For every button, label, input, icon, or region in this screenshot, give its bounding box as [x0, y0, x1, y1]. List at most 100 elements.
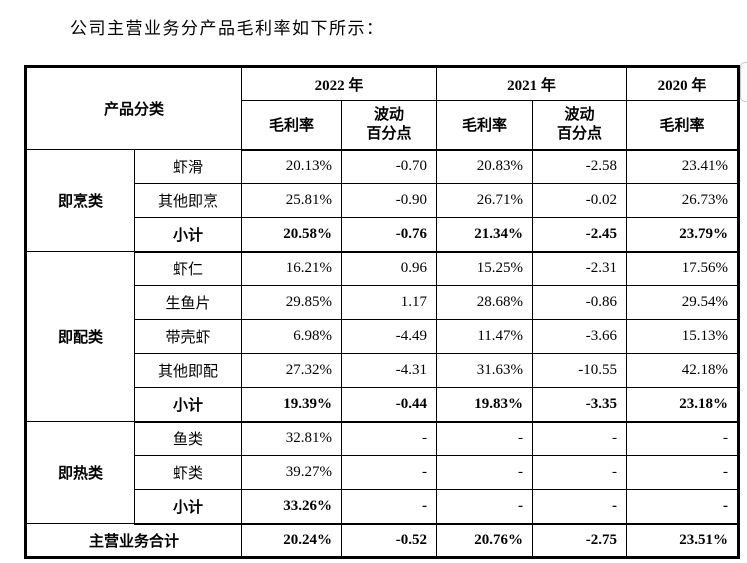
- gm2021-cell: 21.34%: [436, 217, 534, 253]
- fl2022-cell: 0.96: [341, 251, 438, 286]
- header-fluctuation-2022: 波动 百分点: [341, 100, 438, 151]
- fl2021-cell: -: [532, 421, 628, 456]
- gm2020-cell: 26.73%: [626, 183, 740, 218]
- gm2022-cell: 20.24%: [241, 523, 343, 558]
- gm2020-cell: 23.79%: [626, 217, 740, 253]
- subtotal-label: 小计: [133, 387, 243, 423]
- page-title: 公司主营业务分产品毛利率如下所示：: [70, 19, 385, 38]
- product-cell: 其他即配: [133, 353, 243, 388]
- header-gross-margin-2020: 毛利率: [626, 100, 740, 151]
- gm2020-cell: -: [626, 489, 740, 525]
- gm2020-cell: 23.51%: [626, 523, 740, 558]
- header-row-metrics: 毛利率 波动 百分点 毛利率 波动 百分点 毛利率: [26, 100, 740, 151]
- header-row-years: 产品分类 2022 年 2021 年 2020 年: [24, 66, 740, 150]
- gm2022-cell: 16.21%: [241, 251, 343, 286]
- edge-widget: [740, 62, 747, 102]
- product-cell: 带壳虾: [133, 319, 243, 354]
- fl2022-cell: -0.70: [341, 149, 438, 184]
- gm2022-cell: 25.81%: [241, 183, 343, 218]
- fluctuation-label-line2: 百分点: [366, 125, 412, 142]
- product-cell: 其他即烹: [133, 183, 243, 218]
- gm2020-cell: 15.13%: [626, 319, 740, 354]
- gm2021-cell: -: [436, 455, 534, 490]
- fl2022-cell: -0.76: [341, 217, 438, 253]
- category-cell: 即配类: [25, 251, 135, 422]
- gm2022-cell: 32.81%: [241, 421, 343, 456]
- fl2022-cell: -4.31: [341, 353, 438, 388]
- product-cell: 生鱼片: [133, 285, 243, 320]
- header-year-2022: 2022 年: [241, 66, 438, 101]
- gm2022-cell: 6.98%: [241, 319, 343, 354]
- fl2021-cell: -2.58: [532, 149, 628, 184]
- gm2022-cell: 27.32%: [241, 353, 343, 388]
- category-cell: 即烹类: [25, 149, 135, 252]
- fl2021-cell: -2.75: [532, 523, 628, 558]
- header-year-2020: 2020 年: [626, 66, 740, 101]
- gm2022-cell: 19.39%: [241, 387, 343, 423]
- gm2021-cell: 31.63%: [436, 353, 534, 388]
- gm2021-cell: -: [436, 489, 534, 525]
- fluctuation-label-line2: 百分点: [557, 125, 603, 142]
- fl2021-cell: -: [532, 455, 628, 490]
- fl2022-cell: -0.44: [341, 387, 438, 423]
- table-row: 其他即配 27.32% -4.31 31.63% -10.55 42.18%: [26, 353, 740, 388]
- subtotal-label: 小计: [133, 217, 243, 253]
- gm2020-cell: 42.18%: [626, 353, 740, 388]
- gm2021-cell: 26.71%: [436, 183, 534, 218]
- gm2020-cell: -: [626, 455, 740, 490]
- fl2021-cell: -2.31: [532, 251, 628, 286]
- header-fluctuation-2021: 波动 百分点: [532, 100, 628, 151]
- table-row: 即烹类 虾滑 20.13% -0.70 20.83% -2.58 23.41%: [25, 149, 740, 252]
- header-gross-margin-2021: 毛利率: [436, 100, 534, 151]
- gm2022-cell: 29.85%: [241, 285, 343, 320]
- fluctuation-label-line1: 波动: [564, 107, 595, 123]
- table-row: 其他即烹 25.81% -0.90 26.71% -0.02 26.73%: [26, 183, 740, 218]
- fl2022-cell: -0.90: [341, 183, 438, 218]
- fl2022-cell: -: [341, 421, 438, 456]
- gm2022-cell: 20.13%: [241, 149, 343, 184]
- fl2021-cell: -: [532, 489, 628, 525]
- product-cell: 虾仁: [133, 251, 243, 286]
- fl2022-cell: -: [341, 489, 438, 525]
- table-row: 生鱼片 29.85% 1.17 28.68% -0.86 29.54%: [26, 285, 740, 320]
- header-gross-margin-2022: 毛利率: [241, 100, 343, 151]
- table-row: 虾类 39.27% - - - -: [26, 455, 740, 490]
- product-cell: 虾类: [133, 455, 243, 490]
- fl2021-cell: -0.86: [532, 285, 628, 320]
- gm2021-cell: 20.76%: [436, 523, 534, 558]
- fl2021-cell: -3.66: [532, 319, 628, 354]
- gm2022-cell: 20.58%: [241, 217, 343, 253]
- header-product-category: 产品分类: [24, 66, 243, 150]
- subtotal-label: 小计: [133, 489, 243, 525]
- gm2021-cell: 15.25%: [436, 251, 534, 286]
- gm2021-cell: 20.83%: [436, 149, 534, 184]
- gm2020-cell: 29.54%: [626, 285, 740, 320]
- fl2021-cell: -2.45: [532, 217, 628, 253]
- category-cell: 即热类: [25, 421, 135, 524]
- gm2020-cell: -: [626, 421, 740, 456]
- fl2021-cell: -10.55: [532, 353, 628, 388]
- gross-margin-table: 产品分类 2022 年 2021 年 2020 年 毛利率 波动 百分点 毛利率…: [24, 65, 741, 559]
- gm2020-cell: 23.18%: [626, 387, 740, 423]
- total-row: 主营业务合计 20.24% -0.52 20.76% -2.75 23.51%: [24, 523, 740, 558]
- total-label: 主营业务合计: [24, 523, 243, 558]
- gm2020-cell: 17.56%: [626, 251, 740, 286]
- fl2022-cell: -: [341, 455, 438, 490]
- gm2020-cell: 23.41%: [626, 149, 740, 184]
- subtotal-row: 小计 33.26% - - - -: [26, 489, 740, 525]
- gm2021-cell: 19.83%: [436, 387, 534, 423]
- product-cell: 虾滑: [133, 149, 243, 184]
- gm2021-cell: -: [436, 421, 534, 456]
- gm2021-cell: 11.47%: [436, 319, 534, 354]
- header-year-2021: 2021 年: [436, 66, 628, 101]
- fl2021-cell: -3.35: [532, 387, 628, 423]
- subtotal-row: 小计 20.58% -0.76 21.34% -2.45 23.79%: [26, 217, 740, 253]
- gm2022-cell: 39.27%: [241, 455, 343, 490]
- table-row: 即配类 虾仁 16.21% 0.96 15.25% -2.31 17.56%: [25, 251, 740, 422]
- fluctuation-label-line1: 波动: [374, 107, 405, 123]
- product-cell: 鱼类: [133, 421, 243, 456]
- fl2021-cell: -0.02: [532, 183, 628, 218]
- table-row: 即热类 鱼类 32.81% - - - -: [25, 421, 740, 524]
- gm2021-cell: 28.68%: [436, 285, 534, 320]
- fl2022-cell: -4.49: [341, 319, 438, 354]
